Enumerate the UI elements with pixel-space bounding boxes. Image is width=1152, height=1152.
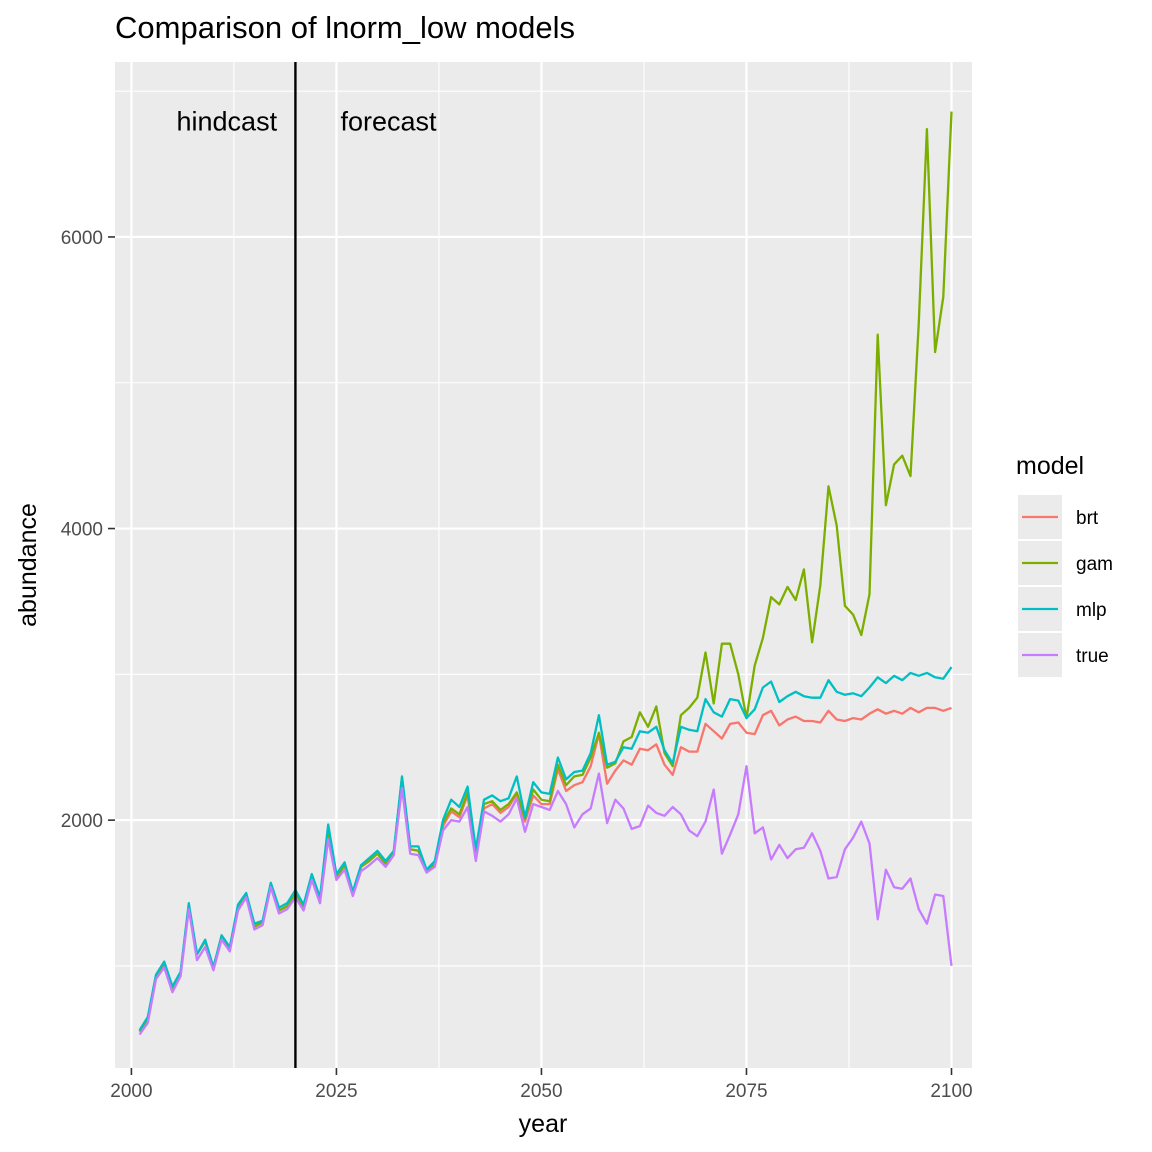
annotation-hindcast: hindcast (177, 106, 278, 136)
major-gridlines (115, 62, 972, 1068)
y-axis-title: abundance (14, 503, 42, 627)
y-axis: 2000 4000 6000 (61, 228, 115, 832)
x-tick-label: 2075 (725, 1081, 767, 1102)
x-tick-label: 2100 (930, 1081, 972, 1102)
plot-panel (115, 62, 972, 1068)
legend-label-brt: brt (1076, 508, 1099, 529)
x-tick-label: 2000 (110, 1081, 152, 1102)
x-tick-label: 2025 (315, 1081, 357, 1102)
legend-label-mlp: mlp (1076, 600, 1107, 621)
series-lines (138, 111, 953, 1036)
x-tick-label: 2050 (520, 1081, 562, 1102)
minor-gridlines (115, 62, 972, 1068)
y-tick-label: 2000 (61, 811, 103, 832)
x-axis: 2000 2025 2050 2075 2100 (110, 1068, 973, 1102)
series-line-mlp (138, 666, 953, 1031)
legend-title: model (1016, 452, 1084, 480)
x-axis-title: year (519, 1110, 568, 1138)
y-tick-label: 6000 (61, 228, 103, 249)
chart-title: Comparison of lnorm_low models (115, 10, 576, 45)
series-line-true (138, 765, 953, 1036)
annotation-forecast: forecast (341, 106, 438, 136)
legend: model brt gam mlp true (1016, 452, 1113, 677)
legend-label-gam: gam (1076, 554, 1113, 575)
y-tick-label: 4000 (61, 520, 103, 541)
legend-label-true: true (1076, 646, 1109, 667)
